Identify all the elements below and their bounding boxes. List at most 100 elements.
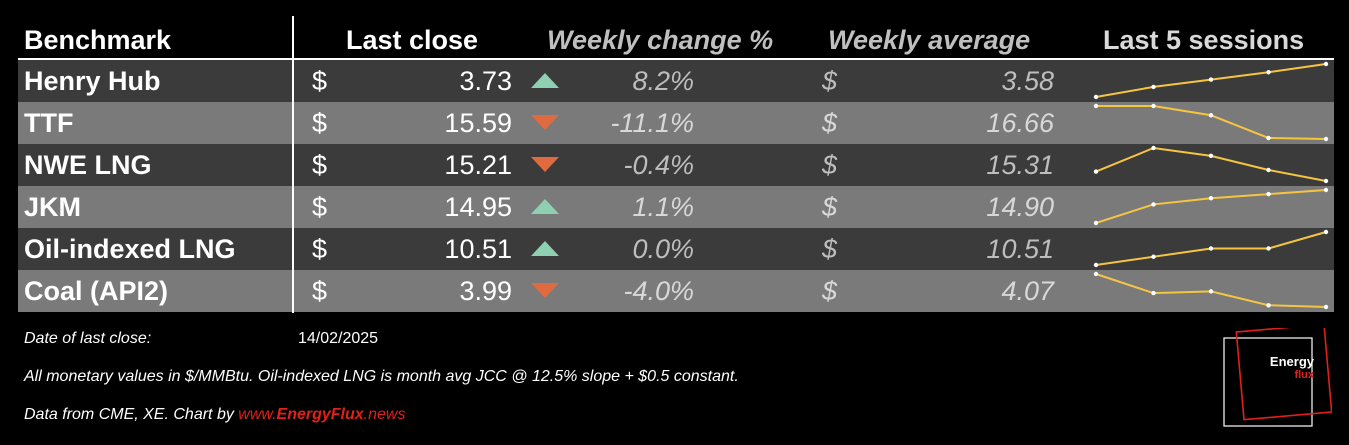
average-currency-symbol: $ (822, 192, 838, 222)
table-row: Henry Hub $3.73 8.2% $3.58 (18, 60, 1334, 102)
sparkline-path (1095, 146, 1327, 182)
sparkline-point (1266, 70, 1271, 75)
currency-symbol: $ (312, 66, 328, 96)
sparkline-point (1151, 145, 1156, 151)
sparkline-point (1323, 61, 1329, 67)
weekly-change-value: -11.1% (610, 108, 694, 138)
table-row: JKM $14.95 1.1% $14.90 (18, 186, 1334, 228)
sparkline-point (1151, 290, 1156, 296)
sparkline-path (1095, 189, 1327, 224)
source-suffix: .news (363, 406, 406, 423)
currency-symbol: $ (312, 234, 328, 264)
currency-symbol: $ (312, 108, 328, 138)
sparkline-point (1323, 178, 1329, 184)
weekly-average-value: 16.66 (986, 108, 1054, 138)
sparkline-point (1208, 289, 1214, 294)
sparkline-point (1266, 167, 1271, 173)
triangle-up-icon (531, 241, 559, 256)
triangle-down-icon (531, 157, 559, 172)
source-prefix: Data from CME, XE. Chart by (24, 406, 234, 423)
energyflux-logo: Energy flux (1223, 328, 1332, 427)
weekly-change-value: 1.1% (632, 192, 694, 222)
header-last-close: Last close (346, 25, 479, 55)
sparkline-point (1323, 136, 1329, 142)
benchmark-name: Henry Hub (24, 66, 161, 96)
sparkline (1093, 271, 1329, 310)
sparkline-point (1151, 84, 1156, 90)
sparkline-point (1093, 271, 1099, 277)
header-weekly-average: Weekly average (828, 25, 1031, 55)
sparkline-point (1151, 103, 1156, 109)
sparkline (1093, 103, 1329, 142)
sparkline (1093, 61, 1329, 100)
sparkline-point (1266, 135, 1271, 141)
sparkline-point (1266, 303, 1271, 308)
currency-symbol: $ (312, 192, 328, 222)
average-currency-symbol: $ (822, 276, 838, 306)
sparkline-point (1208, 113, 1214, 118)
header-benchmark: Benchmark (24, 25, 172, 55)
sparkline-point (1208, 77, 1214, 82)
source-line: Data from CME, XE. Chart by www.EnergyFl… (24, 406, 405, 424)
sparkline-path (1096, 105, 1327, 140)
average-currency-symbol: $ (822, 150, 838, 180)
table-row: TTF $15.59 -11.1% $16.66 (18, 102, 1334, 144)
triangle-down-icon (531, 115, 559, 130)
last-close-value: 15.59 (444, 108, 512, 138)
sparkline-point (1266, 191, 1271, 197)
column-divider (292, 16, 294, 313)
sparkline-point (1266, 246, 1271, 251)
currency-symbol: $ (312, 150, 328, 180)
last-close-value: 10.51 (444, 234, 512, 264)
currency-symbol: $ (312, 276, 328, 306)
logo-line1: Energy (1270, 354, 1315, 369)
weekly-change-value: 8.2% (632, 66, 694, 96)
header-divider (18, 58, 1334, 60)
sparkline-point (1093, 169, 1099, 174)
sparkline-point (1208, 246, 1214, 251)
weekly-average-value: 10.51 (986, 234, 1054, 264)
sparkline-point (1093, 103, 1099, 109)
benchmark-name: NWE LNG (24, 150, 152, 180)
weekly-change-value: -0.4% (623, 150, 694, 180)
logo-line2: flux (1294, 369, 1314, 381)
benchmark-name: Oil-indexed LNG (24, 234, 236, 264)
benchmark-name: Coal (API2) (24, 276, 169, 306)
date-value: 14/02/2025 (298, 330, 379, 347)
triangle-down-icon (531, 283, 559, 298)
triangle-up-icon (531, 199, 559, 214)
sparkline-point (1323, 187, 1329, 193)
sparkline-point (1093, 262, 1099, 268)
table-row: Oil-indexed LNG $10.51 0.0% $10.51 (18, 228, 1334, 270)
logo-frame-white (1223, 337, 1313, 427)
weekly-average-value: 3.58 (1001, 66, 1054, 96)
header-weekly-change: Weekly change % (547, 25, 774, 55)
last-close-value: 3.73 (459, 66, 512, 96)
date-label: Date of last close: (24, 330, 152, 347)
last-close-value: 3.99 (459, 276, 512, 306)
sparkline-point (1323, 229, 1329, 235)
sparkline-point (1093, 220, 1099, 226)
sparkline (1093, 145, 1329, 184)
average-currency-symbol: $ (822, 66, 838, 96)
sparkline-point (1151, 254, 1156, 259)
weekly-change-value: -4.0% (623, 276, 694, 306)
sparkline-point (1151, 202, 1156, 207)
weekly-average-value: 4.07 (1001, 276, 1054, 306)
last-close-value: 14.95 (444, 192, 512, 222)
average-currency-symbol: $ (822, 234, 838, 264)
last-close-value: 15.21 (444, 150, 512, 180)
weekly-average-value: 15.31 (986, 150, 1054, 180)
triangle-up-icon (531, 73, 559, 88)
sparkline (1093, 229, 1329, 268)
source-www: www. (238, 406, 277, 423)
source-brand: EnergyFlux (276, 406, 364, 423)
logo-frame-red (1235, 328, 1332, 421)
header-last-5-sessions: Last 5 sessions (1103, 25, 1305, 55)
sparkline-point (1093, 94, 1099, 100)
average-currency-symbol: $ (822, 108, 838, 138)
sparkline-point (1323, 304, 1329, 310)
sparkline-point (1208, 196, 1214, 201)
sparkline (1093, 187, 1329, 226)
